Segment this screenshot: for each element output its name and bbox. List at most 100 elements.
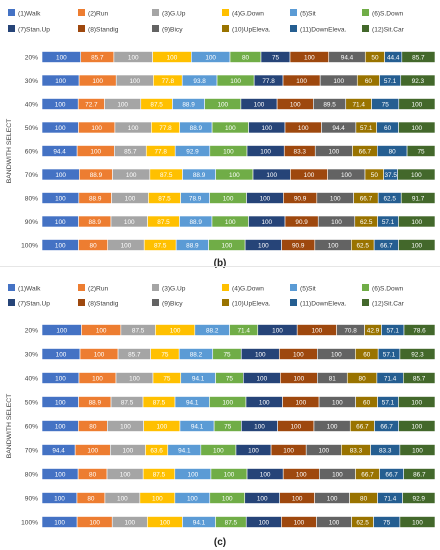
data-label: 100 <box>55 219 66 226</box>
legend-swatch <box>290 25 297 32</box>
legend-label: (7)Stan.Up <box>18 27 50 34</box>
data-label: 100 <box>56 54 67 61</box>
data-label: 88.9 <box>89 195 102 202</box>
data-label: 71.4 <box>237 327 250 334</box>
data-label: 57.1 <box>384 78 397 85</box>
data-label: 100 <box>160 519 171 526</box>
data-label: 100 <box>294 519 305 526</box>
data-label: 100 <box>412 519 423 526</box>
legend-label: (10)UpEleva. <box>232 301 271 308</box>
data-label: 100 <box>331 219 342 226</box>
data-label: 100 <box>411 242 422 249</box>
data-label: 92.9 <box>186 148 199 155</box>
bar-segment <box>399 348 436 360</box>
data-label: 100 <box>224 471 235 478</box>
data-label: 60 <box>384 125 392 132</box>
category-tick-label: 90% <box>25 219 38 226</box>
data-label: 62.5 <box>383 195 396 202</box>
data-label: 92.3 <box>412 78 425 85</box>
category-tick-label: 20% <box>25 328 38 335</box>
y-axis-title: BANDWITH SELECT <box>6 119 13 184</box>
legend-label: (2)Run <box>88 286 108 293</box>
category-tick-label: 100% <box>21 243 38 250</box>
data-label: 100 <box>55 423 66 430</box>
data-label: 100 <box>126 172 137 179</box>
data-label: 100 <box>223 148 234 155</box>
data-label: 91.7 <box>412 195 425 202</box>
data-label: 100 <box>217 101 228 108</box>
data-label: 93.8 <box>193 78 206 85</box>
data-label: 100 <box>257 495 268 502</box>
legend-swatch <box>78 25 85 32</box>
data-label: 100 <box>55 172 66 179</box>
data-label: 100 <box>222 242 233 249</box>
bar-segment <box>398 121 436 134</box>
category-tick-label: 30% <box>25 352 38 359</box>
data-label: 62.5 <box>360 219 373 226</box>
data-label: 100 <box>266 172 277 179</box>
category-tick-label: 80% <box>25 196 38 203</box>
data-label: 80 <box>389 148 397 155</box>
data-label: 100 <box>55 399 66 406</box>
legend-label: (10)UpEleva. <box>232 27 271 34</box>
data-label: 75 <box>163 375 171 382</box>
data-label: 100 <box>329 519 340 526</box>
legend-swatch <box>8 9 15 16</box>
data-label: 100 <box>332 399 343 406</box>
data-label: 88.9 <box>193 172 206 179</box>
data-label: 92.3 <box>411 351 424 358</box>
bar-segment <box>400 74 436 87</box>
category-tick-label: 40% <box>25 102 38 109</box>
data-label: 75 <box>417 148 425 155</box>
data-label: 87.5 <box>225 519 238 526</box>
data-label: 57.1 <box>387 327 400 334</box>
legend-swatch <box>222 9 229 16</box>
legend-swatch <box>222 284 229 291</box>
data-label: 88.9 <box>190 125 203 132</box>
data-label: 100 <box>330 195 341 202</box>
legend-label: (3)G.Up <box>162 11 186 18</box>
data-label: 66.7 <box>360 195 373 202</box>
legend-label: (4)G.Down <box>232 286 264 293</box>
bar-segment <box>402 372 436 384</box>
legend-label: (4)G.Down <box>232 11 264 18</box>
data-label: 100 <box>91 125 102 132</box>
data-label: 100 <box>222 495 233 502</box>
data-label: 78.9 <box>189 195 202 202</box>
legend-swatch <box>290 299 297 306</box>
legend-label: (1)Walk <box>18 11 41 18</box>
data-label: 100 <box>411 172 422 179</box>
bar-segment <box>403 324 436 336</box>
data-label: 100 <box>261 219 272 226</box>
data-label: 94.4 <box>332 125 345 132</box>
data-label: 66.7 <box>385 471 398 478</box>
category-tick-label: 70% <box>25 448 38 455</box>
data-label: 85.7 <box>124 148 137 155</box>
data-label: 100 <box>128 125 139 132</box>
data-label: 100 <box>255 351 266 358</box>
data-label: 100 <box>258 519 269 526</box>
data-label: 85.7 <box>412 54 425 61</box>
data-label: 66.7 <box>356 423 369 430</box>
legend-label: (9)Bicy <box>162 27 183 34</box>
data-label: 89.5 <box>323 101 336 108</box>
data-label: 100 <box>254 101 265 108</box>
data-label: 100 <box>123 447 134 454</box>
data-label: 83.3 <box>294 148 307 155</box>
data-label: 100 <box>222 399 233 406</box>
bar-segment <box>401 51 436 63</box>
data-label: 88.9 <box>89 399 102 406</box>
data-label: 80 <box>89 471 97 478</box>
data-label: 100 <box>261 125 272 132</box>
data-label: 100 <box>329 148 340 155</box>
data-label: 77.8 <box>262 78 275 85</box>
data-label: 100 <box>259 399 270 406</box>
legend-swatch <box>78 284 85 291</box>
bar-segment <box>398 98 436 110</box>
legend-label: (11)DownEleva. <box>300 27 347 34</box>
data-label: 90.9 <box>292 242 305 249</box>
data-label: 100 <box>290 101 301 108</box>
data-label: 100 <box>170 327 181 334</box>
data-label: 71.4 <box>384 495 397 502</box>
